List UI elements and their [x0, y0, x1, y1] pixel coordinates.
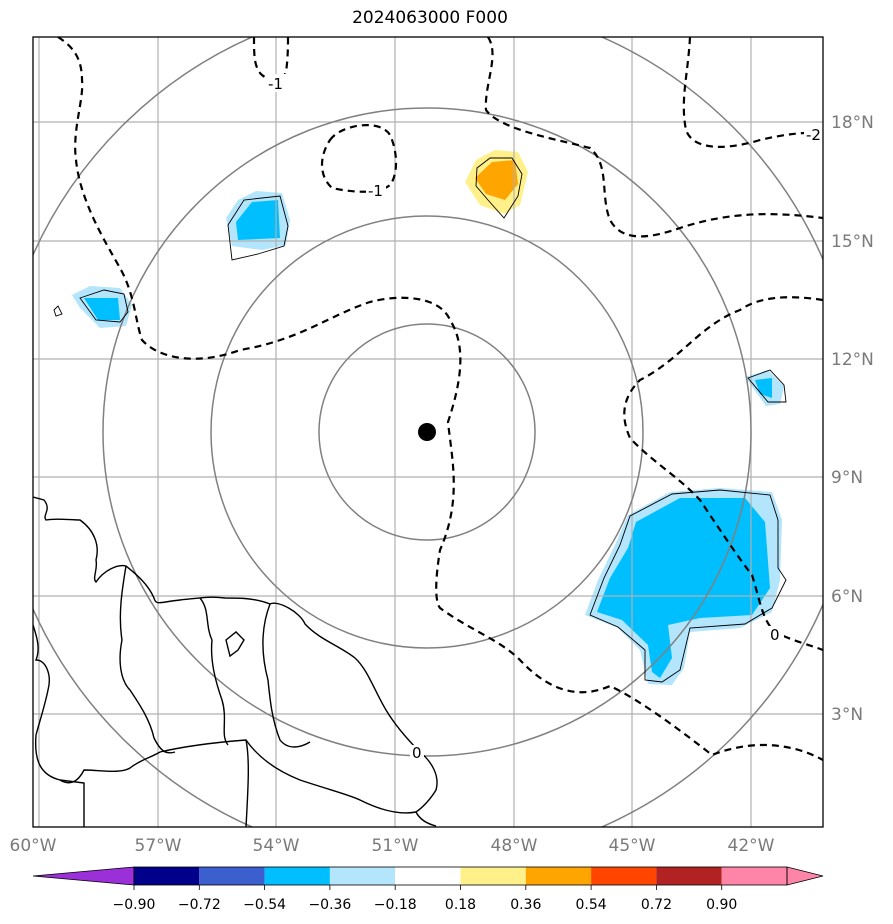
- colorbar-tick-label: 0.18: [445, 897, 476, 913]
- lon-label-42w: 42°W: [728, 836, 775, 856]
- lon-label-51w: 51°W: [372, 836, 419, 856]
- colorbar-tick-label: 0.72: [641, 897, 672, 913]
- lat-label-18n: 18°N: [831, 113, 874, 133]
- colorbar-tick-label: 0.36: [510, 897, 541, 913]
- coastline-south-america: [33, 496, 438, 813]
- thin-contour-w: [79, 289, 129, 323]
- range-ring-2: [210, 215, 644, 649]
- map-area: -1 -1 -2 0 0: [33, 37, 823, 827]
- thin-contour-se: [589, 489, 787, 683]
- shade-blue-w: [84, 298, 120, 320]
- contour-dashed-north: [252, 37, 290, 81]
- lon-label-60w: 60°W: [10, 836, 57, 856]
- lat-label-15n: 15°N: [831, 232, 874, 252]
- lat-label-12n: 12°N: [831, 350, 874, 370]
- map-title: 2024063000 F000: [352, 8, 508, 28]
- range-ring-3: [102, 107, 752, 757]
- border-brazil-state: [245, 739, 250, 827]
- colorbar-tick-label: 0.54: [576, 897, 607, 913]
- colorbar-bin-9: [656, 867, 722, 885]
- lat-label-3n: 3°N: [831, 705, 863, 725]
- colorbar-bin-3: [264, 867, 330, 885]
- thin-contour-w-small: [53, 305, 63, 317]
- contour-label-4: 0: [770, 626, 780, 644]
- lon-label-57w: 57°W: [135, 836, 182, 856]
- thin-contour-n: [475, 157, 523, 219]
- colorbar-bin-1: [134, 867, 200, 885]
- thin-contour-nw: [227, 195, 289, 261]
- contour-dashed-ring-north: [320, 124, 398, 193]
- colorbar-bin-10: [721, 867, 787, 885]
- colorbar-bin-2: [199, 867, 265, 885]
- colorbar-bin-4: [329, 867, 396, 885]
- lat-label-6n: 6°N: [831, 587, 863, 607]
- shaded-regions: [72, 150, 784, 685]
- coastline-lake: [225, 631, 245, 658]
- coastline-island-sw: [59, 779, 85, 827]
- thin-contours: [53, 157, 787, 683]
- map-frame: [32, 36, 824, 828]
- dashed-contours: [57, 37, 823, 761]
- border-french-guiana: [262, 603, 311, 748]
- shade-blue-nw: [236, 200, 280, 240]
- coastline-inland-west: [33, 624, 161, 784]
- shade-blue-e: [755, 378, 772, 398]
- contour-label-1: -1: [268, 75, 283, 93]
- colorbar-tick-label: −0.72: [178, 897, 221, 913]
- colorbar-tick-label: 0.90: [706, 897, 737, 913]
- contour-label-5: 0: [412, 744, 422, 762]
- colorbar: −0.90 −0.72 −0.54 −0.36 −0.18 0.18 0.36 …: [32, 866, 824, 913]
- thin-contour-e: [747, 369, 787, 403]
- colorbar-bin-7: [525, 867, 592, 885]
- contour-label-2: -1: [368, 182, 383, 200]
- colorbar-bin-5: [395, 867, 461, 885]
- latitude-labels: 3°N 6°N 9°N 12°N 15°N 18°N: [831, 113, 874, 725]
- range-ring-1: [318, 323, 536, 541]
- range-rings: [33, 37, 823, 827]
- border-guyana: [119, 565, 176, 754]
- colorbar-tick-label: −0.18: [374, 897, 417, 913]
- colorbar-bin-8: [591, 867, 657, 885]
- shade-orange-n: [475, 160, 518, 200]
- colorbar-tick-label: −0.54: [243, 897, 286, 913]
- colorbar-bin-6: [460, 867, 526, 885]
- colorbar-ticks: [133, 885, 723, 890]
- colorbar-tick-label: −0.36: [308, 897, 351, 913]
- storm-center-marker: [418, 423, 436, 441]
- lon-label-45w: 45°W: [609, 836, 656, 856]
- lon-label-54w: 54°W: [253, 836, 300, 856]
- colorbar-extend-low: [32, 866, 135, 886]
- contour-label-3: -2: [806, 126, 821, 144]
- contour-dashed-far-ne: [682, 37, 823, 148]
- colorbar-extend-high: [786, 866, 824, 886]
- colorbar-tick-label: −0.90: [113, 897, 156, 913]
- contour-dashed-west: [57, 37, 823, 761]
- contour-dashed-northeast: [484, 37, 823, 238]
- lat-label-9n: 9°N: [831, 468, 863, 488]
- longitude-labels: 60°W 57°W 54°W 51°W 48°W 45°W 42°W: [10, 836, 775, 856]
- lon-label-48w: 48°W: [491, 836, 538, 856]
- border-interior-south: [159, 739, 437, 827]
- contour-labels: -1 -1 -2 0 0: [266, 74, 823, 762]
- border-suriname: [199, 597, 229, 746]
- shade-blue-se: [597, 498, 770, 678]
- coastlines: [33, 496, 438, 827]
